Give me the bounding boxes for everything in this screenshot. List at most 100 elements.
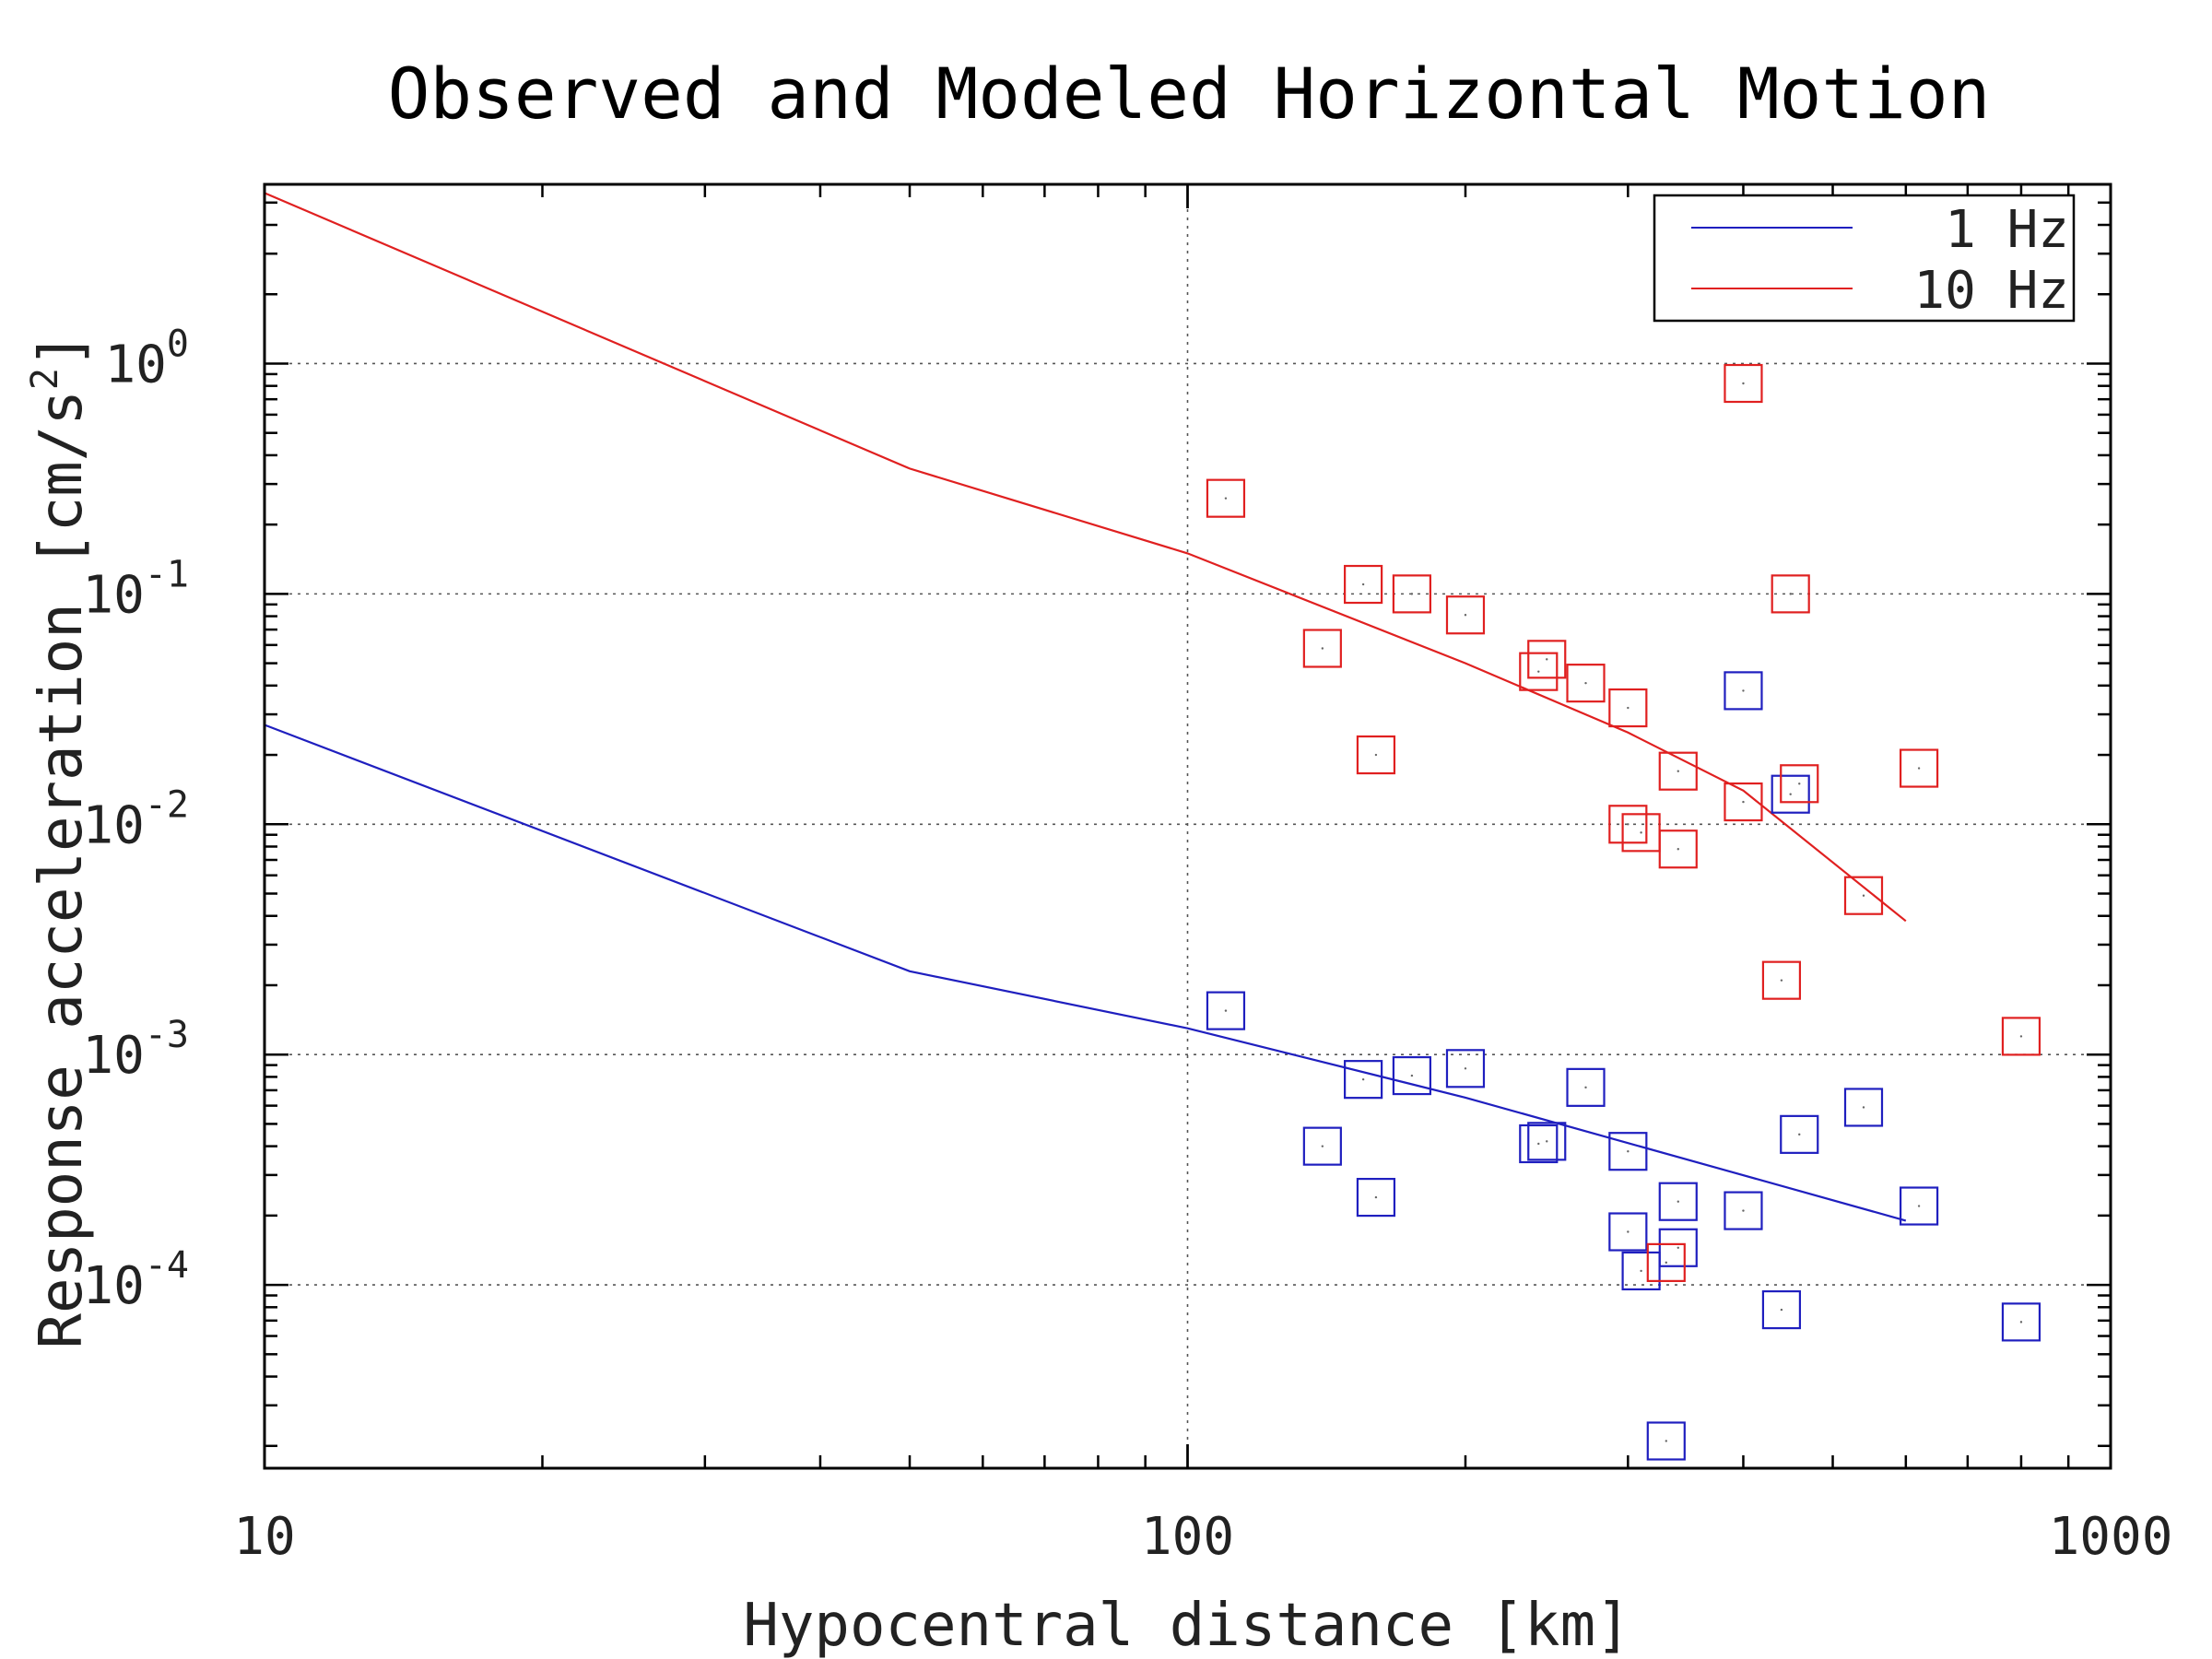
data-point-1hz: [1621, 1251, 1661, 1291]
data-point-center-1hz: [1862, 1106, 1865, 1109]
model-line-1hz: [264, 724, 1907, 1222]
data-point-1hz: [1771, 774, 1810, 814]
data-point-center-1hz: [1627, 1150, 1630, 1153]
data-point-1hz: [1646, 1421, 1686, 1461]
data-point-1hz: [1608, 1212, 1648, 1252]
data-point-center-10hz: [1546, 658, 1548, 661]
y-axis-label-superscript: 2: [24, 368, 66, 390]
tick-layer: [263, 182, 2112, 1468]
data-point-center-1hz: [2019, 1321, 2023, 1324]
model-line-10hz: [264, 192, 1907, 923]
data-point-center-1hz: [1584, 1086, 1587, 1089]
x-tick-label: 10: [233, 1507, 295, 1567]
data-point-10hz: [1646, 1242, 1686, 1282]
data-point-center-10hz: [1361, 582, 1365, 586]
data-point-center-1hz: [1321, 1145, 1324, 1147]
legend-label-1hz: 1 Hz: [1945, 200, 2069, 260]
data-point-1hz: [1302, 1126, 1342, 1166]
data-point-1hz: [1445, 1049, 1486, 1088]
data-point-1hz: [1724, 671, 1763, 711]
data-point-center-10hz: [1584, 681, 1587, 685]
data-point-10hz: [1658, 751, 1698, 791]
data-point-center-10hz: [1374, 753, 1378, 757]
data-point-center-1hz: [1742, 689, 1745, 692]
data-point-10hz: [1724, 782, 1763, 822]
data-point-center-1hz: [1464, 1067, 1467, 1070]
data-point-10hz: [1658, 830, 1698, 869]
y-tick-label: 10-2: [82, 783, 189, 855]
y-tick-exponent: -1: [145, 553, 189, 595]
y-tick-label: 10-1: [82, 553, 189, 625]
data-point-10hz: [1302, 629, 1342, 668]
data-point-1hz: [1658, 1182, 1698, 1221]
y-tick-label: 100: [104, 323, 189, 394]
y-tick-label: 10-4: [82, 1244, 189, 1316]
data-point-1hz: [1724, 1191, 1763, 1230]
y-tick-exponent: -4: [145, 1244, 189, 1287]
data-point-1hz: [1527, 1122, 1567, 1161]
data-point-10hz: [1608, 688, 1648, 728]
chart-title: Observed and Modeled Horizontal Motion: [388, 53, 1991, 135]
data-point-center-1hz: [1677, 1246, 1679, 1249]
data-point-center-1hz: [1780, 1308, 1783, 1312]
data-point-10hz: [1527, 640, 1567, 679]
data-point-center-10hz: [1537, 670, 1540, 673]
data-point-1hz: [1780, 1114, 1819, 1154]
y-tick-label: 10-3: [82, 1014, 189, 1086]
data-point-center-1hz: [1677, 1200, 1679, 1203]
data-point-center-10hz: [1464, 614, 1467, 617]
data-point-10hz: [1344, 564, 1383, 605]
data-point-center-1hz: [1537, 1142, 1540, 1146]
line-layer: [264, 192, 1907, 1222]
data-point-1hz: [1519, 1124, 1559, 1164]
data-point-1hz: [1899, 1186, 1939, 1226]
y-tick-base: 10: [104, 335, 166, 394]
data-point-1hz: [1608, 1132, 1648, 1171]
data-point-10hz: [1392, 574, 1432, 614]
data-point-center-1hz: [1798, 1133, 1801, 1136]
data-point-center-1hz: [1546, 1140, 1548, 1143]
data-point-center-10hz: [2019, 1035, 2023, 1038]
y-axis-label-suffix: ]: [28, 333, 96, 369]
data-point-center-10hz: [1640, 831, 1642, 834]
grid-layer: [265, 184, 2111, 1468]
x-tick-label: 1000: [2049, 1507, 2173, 1567]
data-point-10hz: [1206, 478, 1246, 518]
data-point-center-10hz: [1410, 593, 1414, 595]
point-layer: [1206, 363, 2041, 1461]
x-axis-label: Hypocentral distance [km]: [743, 1592, 1630, 1659]
data-point-1hz: [1356, 1177, 1396, 1218]
data-point-center-10hz: [1665, 1261, 1667, 1265]
data-point-center-10hz: [1627, 706, 1630, 710]
data-point-10hz: [1761, 960, 1802, 1000]
data-point-center-10hz: [1742, 800, 1745, 804]
y-tick-exponent: -3: [145, 1014, 189, 1056]
data-point-center-1hz: [1374, 1195, 1378, 1199]
data-point-1hz: [1392, 1055, 1432, 1096]
y-tick-base: 10: [82, 1026, 144, 1086]
data-point-center-1hz: [1224, 1009, 1228, 1012]
data-point-10hz: [1566, 664, 1606, 703]
data-point-10hz: [2001, 1017, 2041, 1056]
data-point-10hz: [1608, 805, 1648, 844]
data-point-center-1hz: [1361, 1077, 1365, 1081]
data-point-1hz: [1206, 991, 1246, 1030]
data-point-center-10hz: [1798, 782, 1801, 785]
data-point-center-10hz: [1677, 848, 1679, 851]
y-tick-base: 10: [82, 565, 144, 625]
legend-box: [1653, 194, 2076, 323]
data-point-10hz: [1519, 652, 1559, 691]
data-point-center-10hz: [1780, 979, 1783, 982]
data-point-10hz: [1724, 363, 1763, 404]
data-point-center-1hz: [1917, 1205, 1921, 1207]
y-axis-label-prefix: Response acceleration [cm/s: [28, 390, 96, 1348]
data-point-center-1hz: [1789, 793, 1792, 795]
data-point-10hz: [1771, 574, 1810, 614]
x-tick-labels: 10 100 1000: [233, 1507, 2172, 1567]
legend: 1 Hz 10 Hz: [1653, 194, 2076, 323]
data-point-center-10hz: [1917, 767, 1921, 770]
data-point-1hz: [1658, 1228, 1698, 1267]
data-point-center-1hz: [1742, 1209, 1745, 1212]
y-tick-base: 10: [82, 795, 144, 855]
